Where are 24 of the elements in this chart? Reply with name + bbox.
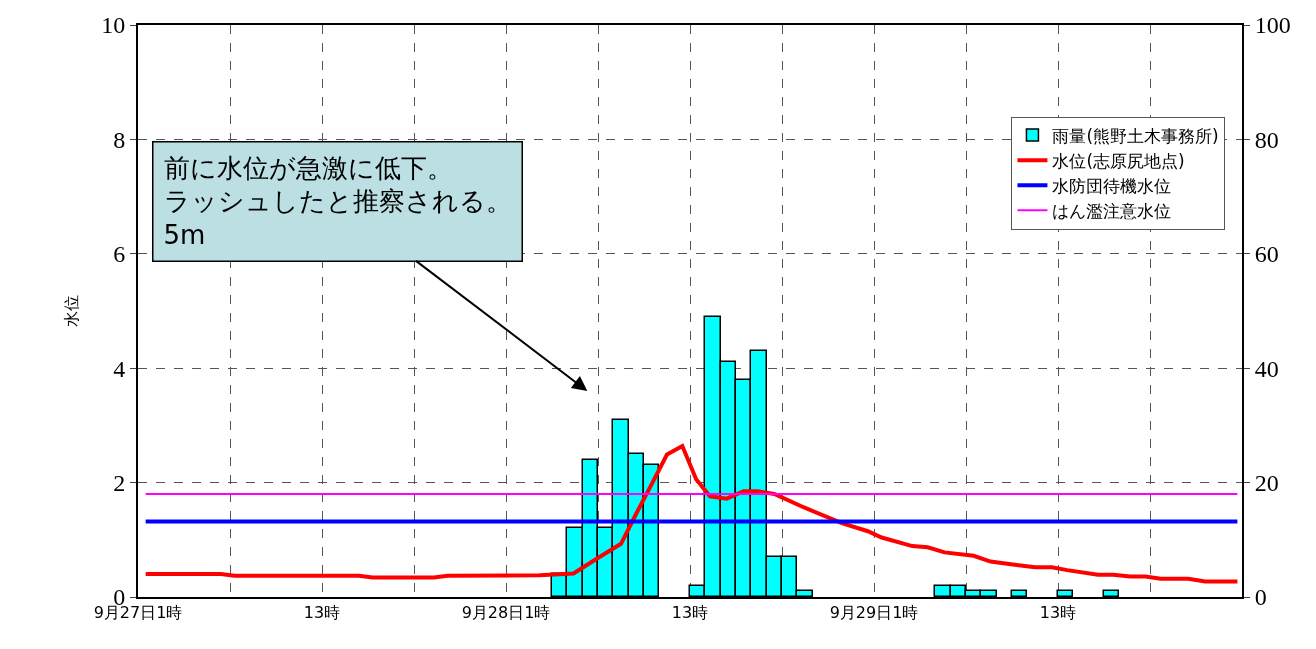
- y-tick-label: 8: [113, 126, 126, 153]
- y2-tick-label: 60: [1254, 241, 1279, 268]
- y2-tick-label: 20: [1254, 470, 1279, 496]
- legend-label: 水位(志原尻地点): [1052, 150, 1185, 171]
- y2-tick-label: 80: [1254, 126, 1279, 153]
- y-tick-label: 10: [101, 12, 126, 39]
- y2-tick-label: 40: [1254, 355, 1279, 382]
- y2-tick-label: 0: [1254, 584, 1267, 611]
- legend-label: 水防団待機水位: [1052, 175, 1172, 196]
- annotation: ラッシュしたと推察される。: [163, 186, 512, 217]
- x-tick-label: 9月29日1時: [829, 603, 919, 623]
- annotation: 5m: [163, 220, 206, 251]
- y-tick-label: 2: [113, 470, 126, 496]
- legend-label: はん濫注意水位: [1052, 201, 1172, 221]
- y-tick-label: 4: [113, 355, 126, 382]
- y-tick-label: 6: [113, 241, 126, 268]
- x-tick-label: 13時: [1039, 603, 1077, 623]
- y2-tick-label: 100: [1254, 12, 1291, 39]
- x-tick-label: 13時: [303, 603, 341, 623]
- legend-label: 雨量(熊野土木事務所): [1052, 125, 1219, 146]
- y-axis-title: 水位: [61, 295, 81, 327]
- x-tick-label: 13時: [671, 603, 709, 623]
- x-tick-label: 9月28日1時: [461, 603, 551, 623]
- annotation: 前に水位が急激に低下。: [163, 152, 453, 183]
